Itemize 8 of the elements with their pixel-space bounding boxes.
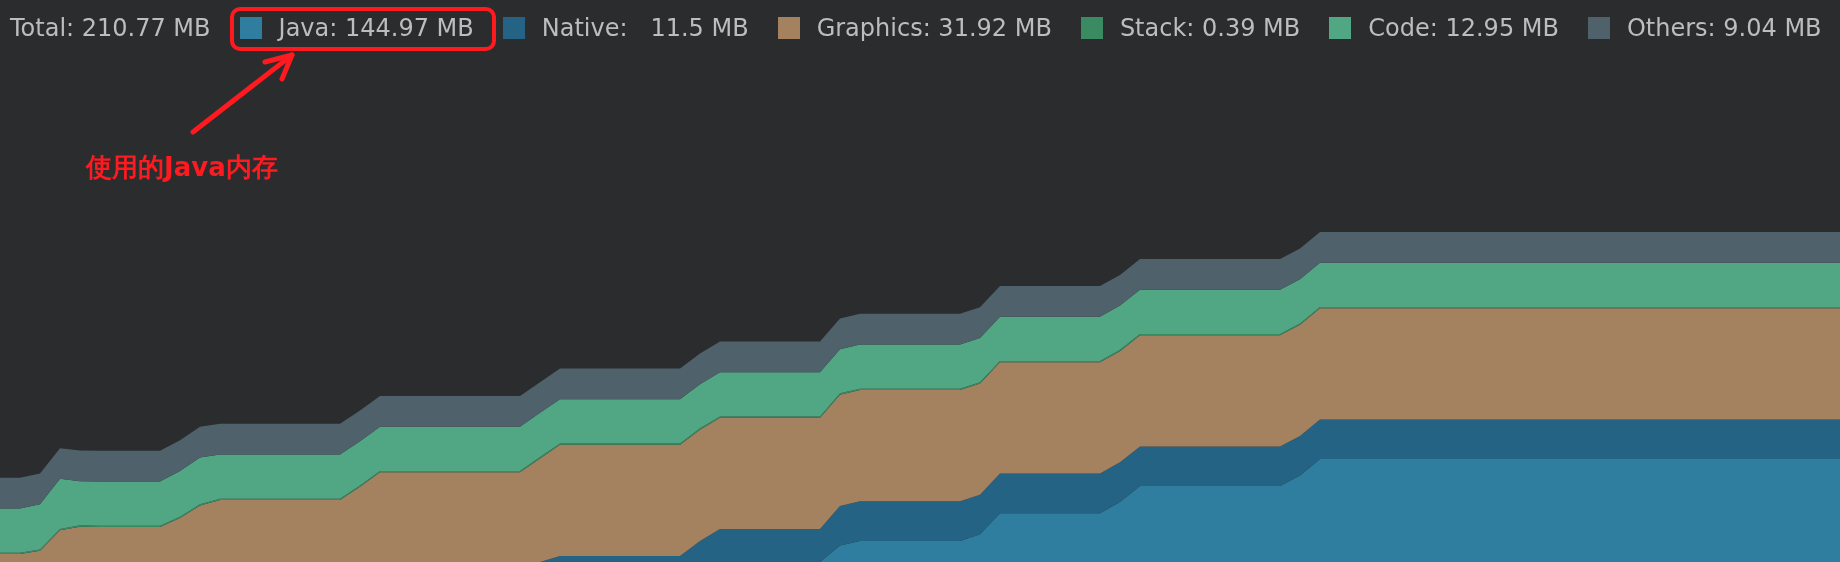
legend-label: Java: 144.97 MB <box>278 13 474 42</box>
legend-label: Others: 9.04 MB <box>1626 13 1822 42</box>
legend-label: Native: 11.5 MB <box>541 13 749 42</box>
legend-label: Stack: 0.39 MB <box>1119 13 1301 42</box>
legend-label: Graphics: 31.92 MB <box>816 13 1052 42</box>
legend-label: Code: 12.95 MB <box>1368 13 1559 42</box>
text: 使用的Java内存 <box>86 151 278 184</box>
legend-title: Total: 210.77 MB <box>10 13 211 42</box>
